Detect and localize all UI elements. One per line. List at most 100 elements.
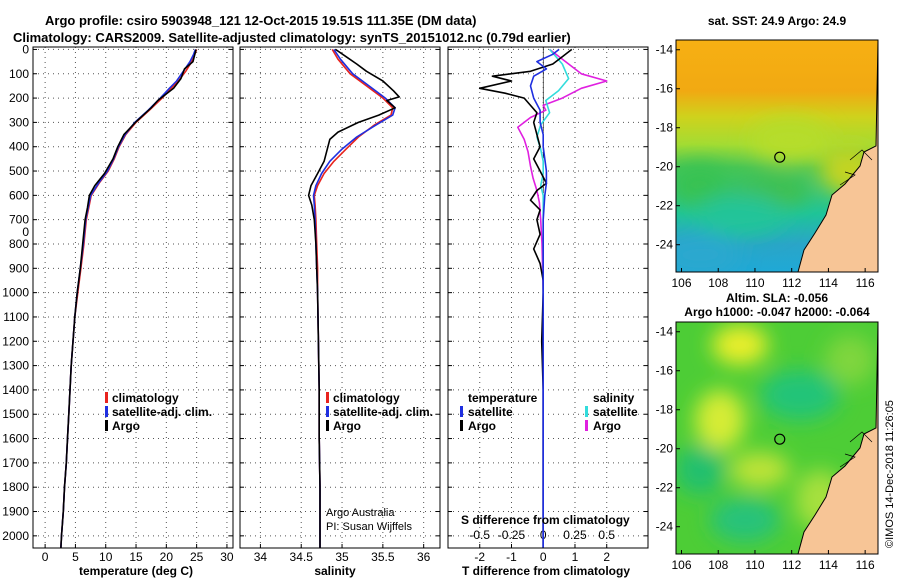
depth-tick-label: 800 [9,237,29,251]
map-lon-label: 110 [745,558,764,572]
map-lon-label: 106 [671,276,691,290]
s-difference-label: S difference from climatology [461,513,630,527]
temperature-legend: climatology satellite-adj. clim. Argo [105,391,212,433]
legend-t-satellite: satellite [468,405,513,419]
panel-frame [447,46,649,549]
gridlines [240,47,440,548]
depth-tick-label: 100 [9,67,29,81]
x-tick-label: 0 [42,550,49,564]
series-line-satellite [529,48,560,548]
x-tick-label: 1 [572,550,579,564]
x-tick-label: 5 [72,550,79,564]
depth-tick-label: 1800 [2,480,29,494]
depth-tick-label: 1300 [2,359,29,373]
x-tick-label: 20 [160,550,174,564]
gridlines [448,47,648,548]
sla-map-title: Altim. SLA: -0.056 [726,291,828,305]
legend-argo: Argo [112,419,140,433]
salinity-profile-panel: 34 34.5 35 35.5 36 [239,46,441,564]
series-line-climatology [60,49,198,548]
panel-frame [32,46,234,549]
legend-climatology: climatology [112,391,179,405]
x-tick-label: 0 [540,550,547,564]
x-tick-label: 10 [99,550,113,564]
legend-s-satellite: satellite [593,405,638,419]
credit-argo-australia: Argo Australia [326,507,395,519]
profile-location-marker [774,433,786,445]
legend-t-satellite-swatch [460,406,463,417]
panel-frame [239,46,441,549]
t-difference-axis-label: T difference from climatology [462,564,630,578]
australia-coastline [797,322,878,554]
legend-salinity-title: salinity [593,391,635,405]
map-lon-label: 112 [782,558,801,572]
sla-map: Altim. SLA: -0.056 Argo h1000: -0.047 h2… [656,291,879,572]
map-lat-label: -18 [656,403,674,417]
difference-legend-temperature: temperature satellite Argo [460,391,538,433]
legend-s-satellite-swatch [585,406,588,417]
legend-argo: Argo [333,419,361,433]
depth-tick-label: 2000 [2,529,29,543]
map-lat-label: -14 [656,43,674,57]
map-lat-label: -20 [656,160,674,174]
x-tick-label: 35.5 [371,550,395,564]
legend-argo-swatch [326,420,329,431]
map-lon-label: 114 [819,558,838,572]
map-lon-label: 112 [782,276,801,290]
legend-satellite-swatch [105,406,108,417]
x-tick-label: 2 [603,550,610,564]
map-lon-label: 106 [671,558,691,572]
temperature-axis-label: temperature (deg C) [79,564,193,578]
depth-tick-label: 0 [22,42,29,56]
map-lat-label: -22 [656,199,674,213]
x-tick-label: 36 [417,550,431,564]
s-tick-label: -0.5 [469,528,490,542]
series-line-argo [60,49,197,548]
depth-tick-label: 900 [9,261,29,275]
legend-satellite: satellite-adj. clim. [333,405,433,419]
map-lat-label: -14 [656,325,674,339]
map-lon-label: 108 [708,558,728,572]
map-lon-label: 116 [856,276,875,290]
x-tick-label: 30 [220,550,234,564]
map-lat-label: -16 [656,364,674,378]
map-lat-label: -20 [656,442,674,456]
legend-temperature-title: temperature [468,391,538,405]
map-lon-label: 114 [819,276,838,290]
gridlines [33,47,233,548]
sst-map: sat. SST: 24.9 Argo: 24.9 106 108 110 112 11… [656,14,879,290]
map-lon-label: 116 [856,558,875,572]
series-line-sal_argo [516,48,608,548]
credit-pi: PI: Susan Wijffels [326,521,412,533]
legend-satellite: satellite-adj. clim. [112,405,212,419]
depth-tick-label: 1100 [3,310,29,324]
temperature-profile-panel: 0 5 10 15 20 25 30 [32,46,234,564]
series-line-argo [307,48,401,548]
legend-s-argo-swatch [585,420,588,431]
series-line-argo [478,48,573,548]
depth-tick-label: 500 [9,164,29,178]
depth-tick-label: 1400 [2,383,29,397]
map-lat-label: -24 [656,520,674,534]
legend-t-argo: Argo [468,419,496,433]
map-lat-label: -18 [656,121,674,135]
depth-tick-label: 700 [9,213,29,227]
legend-climatology: climatology [333,391,400,405]
difference-legend-salinity: salinity satellite Argo [585,391,638,433]
profile-location-marker [774,151,786,163]
legend-climatology-swatch [105,392,108,403]
depth-axis-labels: 0100200300400500600700080090010001100120… [2,42,29,542]
legend-satellite-swatch [326,406,329,417]
x-tick-label: 34 [254,550,268,564]
legend-s-argo: Argo [593,419,621,433]
legend-climatology-swatch [326,392,329,403]
depth-tick-label: 1000 [2,286,29,300]
series-line-satellite [60,49,197,548]
difference-profile-panel: -2 -1 0 1 2-0.5 -0.25 0 0.25 0.5 [447,46,649,564]
salinity-axis-label: salinity [314,564,356,578]
map-lon-label: 108 [708,276,728,290]
map-lat-label: -16 [656,82,674,96]
legend-t-argo-swatch [460,420,463,431]
depth-tick-label: 0 [22,225,29,239]
